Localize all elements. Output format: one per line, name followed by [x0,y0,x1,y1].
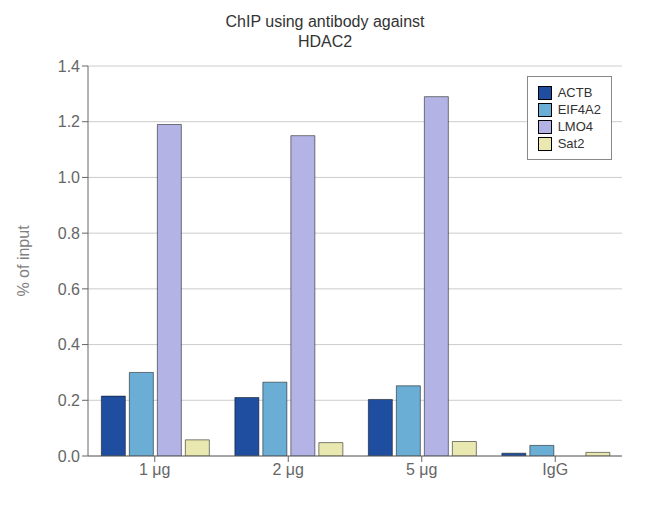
html-text:ChIP using antibody against: ChIP using antibody against [225,13,425,30]
svg-text:0.6: 0.6 [58,281,80,298]
svg-text:IgG: IgG [542,461,568,478]
svg-text:1.2: 1.2 [58,113,80,130]
html-text:EIF4A2: EIF4A2 [557,102,601,117]
svg-text:1 μg: 1 μg [139,461,170,478]
svg-text:1.4: 1.4 [58,58,80,75]
svg-text:0.8: 0.8 [58,225,80,242]
html-text:HDAC2: HDAC2 [297,33,353,50]
svg-text:5 μg: 5 μg [406,461,437,478]
svg-text:0.4: 0.4 [58,336,80,353]
svg-text:0.0: 0.0 [58,448,80,465]
html-text:LMO4: LMO4 [557,119,593,134]
html-text:Sat2: Sat2 [557,136,585,151]
svg-text:0.2: 0.2 [58,392,80,409]
svg-text:% of input: % of input [15,225,32,297]
svg-text:1.0: 1.0 [58,169,80,186]
svg-text:2 μg: 2 μg [273,461,304,478]
html-text:ACTB: ACTB [557,85,593,100]
